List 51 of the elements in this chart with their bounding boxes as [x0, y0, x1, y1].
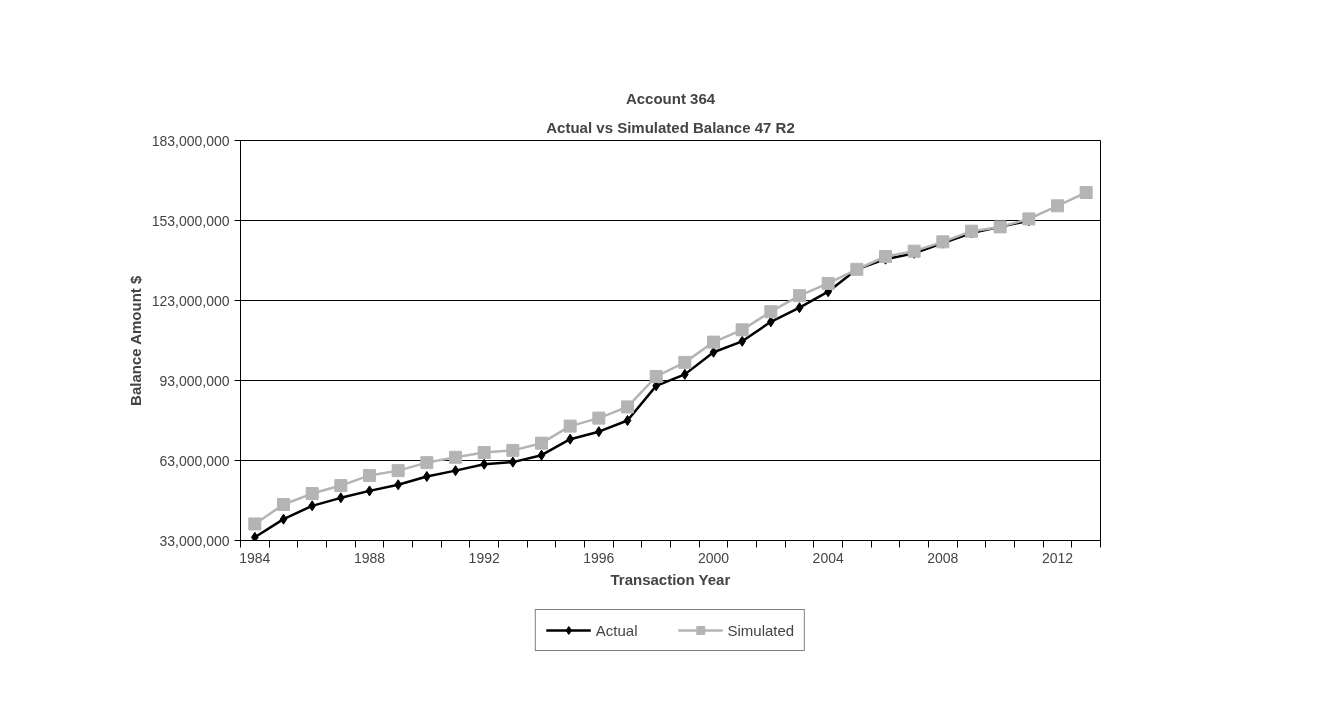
legend-label: Actual — [595, 621, 638, 639]
point — [363, 468, 376, 482]
point — [423, 471, 431, 482]
point — [477, 446, 491, 459]
point — [365, 485, 374, 497]
point — [735, 323, 749, 337]
x-tick-label: 1996 — [583, 549, 615, 566]
y-axis-title: Balance Amount $ — [126, 274, 144, 406]
point — [277, 498, 290, 511]
point — [821, 276, 835, 290]
point — [795, 302, 804, 314]
legend-label: Simulated — [727, 621, 795, 639]
point — [391, 464, 405, 478]
point — [678, 355, 692, 369]
point — [537, 449, 546, 461]
point — [279, 513, 288, 525]
point — [592, 411, 606, 425]
y-tick-label: 153,000,000 — [151, 212, 230, 229]
point — [621, 400, 634, 414]
point — [334, 479, 348, 493]
chart-subtitle: Actual vs Simulated Balance 47 R2 — [546, 118, 795, 136]
point — [793, 289, 806, 303]
point — [451, 465, 460, 477]
y-tick-label: 123,000,000 — [151, 292, 230, 309]
point — [449, 450, 462, 464]
x-tick-label: 2000 — [697, 549, 730, 566]
x-tick-label: 2008 — [927, 549, 959, 566]
chart-title: Account 364 — [625, 89, 716, 107]
x-tick-label: 1992 — [468, 549, 500, 566]
point — [248, 517, 262, 531]
x-axis-title: Transaction Year — [610, 570, 731, 588]
x-tick-label: 1984 — [239, 549, 271, 566]
point — [305, 487, 319, 501]
point — [420, 456, 434, 470]
point — [764, 305, 778, 319]
point — [1051, 199, 1064, 213]
y-tick-label: 93,000,000 — [159, 372, 230, 389]
point — [623, 415, 632, 426]
point — [506, 443, 520, 457]
point — [251, 531, 259, 541]
point — [1079, 186, 1093, 199]
point — [649, 370, 663, 383]
point — [563, 419, 577, 433]
y-tick-label: 33,000,000 — [159, 532, 230, 549]
x-tick-label: 2012 — [1041, 549, 1074, 566]
x-tick-label: 1988 — [353, 549, 386, 566]
x-tick-label: 2004 — [812, 549, 844, 566]
y-tick-label: 183,000,000 — [151, 132, 230, 149]
y-tick-label: 63,000,000 — [159, 452, 230, 469]
point — [707, 335, 720, 349]
point — [535, 436, 548, 450]
